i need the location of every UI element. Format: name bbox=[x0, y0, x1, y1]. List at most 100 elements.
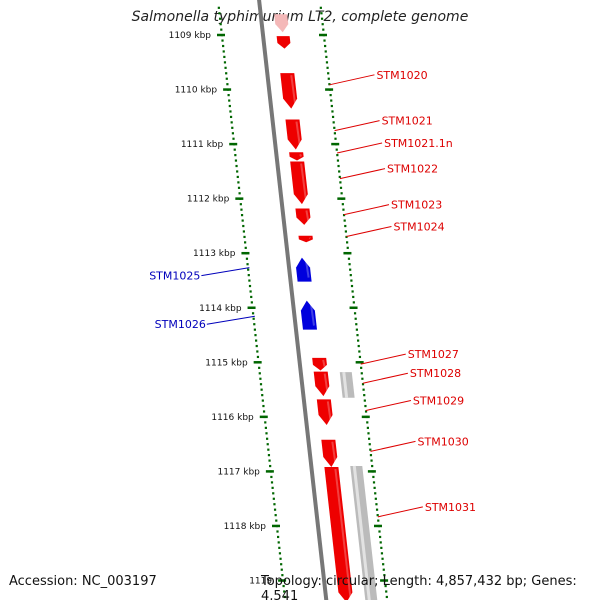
ruler-dot-left bbox=[282, 584, 285, 588]
ruler-dot-left bbox=[242, 230, 245, 233]
ruler-dot-right bbox=[338, 175, 341, 179]
gene-arrow-unlabeled bbox=[274, 14, 289, 33]
ruler-dot-right bbox=[364, 404, 367, 408]
gene-arrow-shade bbox=[290, 75, 297, 105]
ruler-dot-left bbox=[249, 290, 252, 293]
ruler-dot-right bbox=[369, 454, 373, 457]
ruler-dot-left bbox=[223, 61, 227, 64]
ruler-dot-right bbox=[370, 459, 373, 462]
ruler-dot-right bbox=[355, 323, 358, 326]
ruler-dot-right bbox=[344, 230, 347, 233]
ruler-dot-left bbox=[279, 557, 282, 560]
ruler-dot-left bbox=[253, 323, 256, 326]
ruler-dot-left bbox=[253, 328, 256, 331]
ruler-dot-left bbox=[222, 50, 225, 53]
ruler-dot-left bbox=[264, 421, 267, 424]
ruler-dot-right bbox=[368, 443, 371, 446]
ruler-dot-right bbox=[324, 44, 327, 48]
ruler-dot-right bbox=[363, 394, 366, 397]
ruler-dot-right bbox=[342, 208, 345, 211]
ruler-dot-right bbox=[357, 339, 360, 342]
ruler-dot-right bbox=[346, 241, 349, 244]
ruler-dot-left bbox=[252, 317, 255, 320]
ruler-dot-left bbox=[227, 94, 230, 97]
ruler-dot-right bbox=[347, 257, 351, 260]
ruler-dot-left bbox=[264, 426, 267, 429]
ruler-dot-right bbox=[353, 312, 357, 315]
ruler-dot-right bbox=[325, 55, 328, 59]
gene-arrow-stm1029 bbox=[316, 399, 333, 426]
ruler-dot-right bbox=[383, 574, 386, 577]
ruler-dot-left bbox=[267, 454, 271, 457]
ruler-dot-right bbox=[326, 66, 329, 69]
ruler-tick-label: 1117 kbp bbox=[217, 467, 260, 477]
ruler-dot-left bbox=[275, 519, 278, 522]
gene-label: STM1025 bbox=[149, 270, 200, 283]
ruler-dot-right bbox=[380, 552, 384, 555]
gene-label: STM1023 bbox=[391, 199, 442, 212]
ruler-dot-left bbox=[239, 203, 242, 206]
ruler-dot-left bbox=[270, 481, 274, 484]
gene-arrow-shade bbox=[300, 163, 307, 201]
gene-arrow-shade bbox=[334, 468, 352, 599]
ruler-dot-right bbox=[354, 317, 357, 320]
ruler-dot-right bbox=[371, 464, 374, 468]
ruler-dot-right bbox=[375, 503, 378, 506]
gene-label: STM1020 bbox=[376, 69, 427, 82]
ruler-dot-left bbox=[280, 563, 283, 566]
ruler-dot-right bbox=[322, 28, 325, 31]
ruler-dot-right bbox=[349, 268, 352, 271]
ruler-dot-right bbox=[346, 246, 349, 249]
ruler-dot-right bbox=[339, 186, 343, 189]
ruler-dot-left bbox=[276, 530, 279, 533]
ruler-dot-right bbox=[379, 541, 382, 544]
gene-label: STM1026 bbox=[155, 318, 206, 331]
ruler-dot-right bbox=[335, 148, 338, 151]
ruler-dot-right bbox=[379, 535, 382, 539]
gene-arrow-shade bbox=[304, 259, 310, 278]
ruler-dot-right bbox=[330, 99, 333, 102]
ruler-dot-left bbox=[255, 344, 258, 348]
gene-arrow-shade bbox=[326, 401, 332, 422]
accession-text: Accession: NC_003197 bbox=[9, 574, 157, 589]
ruler-dot-left bbox=[261, 399, 264, 402]
ruler-dot-right bbox=[361, 377, 364, 380]
ruler-dot-right bbox=[356, 334, 359, 337]
gene-arrow-shade bbox=[323, 373, 329, 393]
ruler-dot-left bbox=[258, 366, 261, 369]
ruler-dot-right bbox=[320, 17, 324, 20]
gene-label-leader bbox=[339, 168, 386, 180]
ruler-dot-right bbox=[329, 94, 332, 97]
ruler-dot-right bbox=[384, 584, 387, 588]
ruler-dot-right bbox=[372, 475, 375, 479]
ruler-dot-right bbox=[355, 328, 358, 331]
ruler-dot-right bbox=[330, 104, 333, 108]
gene-label-leader bbox=[360, 353, 406, 365]
ruler-dot-right bbox=[334, 137, 337, 140]
ruler-dot-left bbox=[259, 383, 263, 386]
ruler-dot-right bbox=[350, 284, 354, 288]
ruler-tick-label: 1115 kbp bbox=[205, 358, 248, 368]
ruler-dot-left bbox=[272, 497, 275, 500]
gene-label: STM1030 bbox=[418, 435, 469, 448]
ruler-tick-label: 1113 kbp bbox=[193, 249, 236, 259]
ruler-dot-left bbox=[254, 334, 257, 337]
ruler-dot-right bbox=[337, 164, 340, 168]
ruler-dot-left bbox=[233, 148, 236, 151]
gene-arrow-stm1021 bbox=[285, 119, 302, 150]
ruler-dot-right bbox=[345, 235, 348, 239]
ruler-dot-right bbox=[319, 6, 322, 9]
ruler-dot-left bbox=[273, 503, 276, 506]
ruler-dot-right bbox=[369, 448, 372, 451]
ruler-dot-left bbox=[265, 432, 268, 435]
ruler-dot-left bbox=[273, 508, 277, 511]
ruler-dot-left bbox=[231, 132, 234, 135]
ruler-dot-right bbox=[357, 344, 360, 348]
ruler-tick-label: 1116 kbp bbox=[211, 413, 254, 423]
ruler-dot-left bbox=[255, 339, 258, 342]
gene-label-leader bbox=[365, 399, 412, 411]
ruler-dot-right bbox=[366, 426, 369, 429]
ruler-dot-left bbox=[243, 235, 246, 239]
ruler-dot-right bbox=[373, 486, 376, 489]
